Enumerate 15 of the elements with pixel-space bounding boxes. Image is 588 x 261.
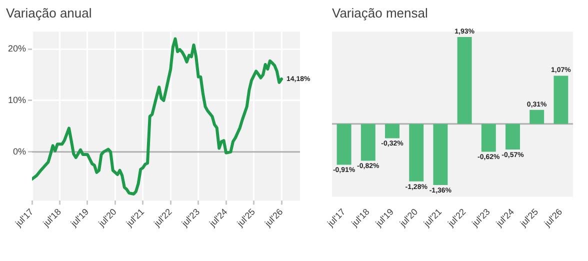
bar: [506, 124, 520, 150]
chart-title: Variação anual: [6, 5, 92, 20]
bar: [360, 124, 376, 161]
y-tick-label: 10%: [8, 94, 26, 105]
bar: [554, 76, 568, 124]
bar: [530, 110, 544, 124]
bar: [481, 124, 496, 152]
chart-title: Variação mensal: [332, 5, 428, 20]
bar: [336, 124, 352, 165]
bar: [433, 124, 448, 186]
bar: [385, 124, 400, 138]
y-tick-label: 20%: [8, 44, 26, 54]
bar: [409, 124, 424, 182]
bar: [457, 37, 472, 124]
y-tick-label: 0%: [13, 146, 26, 156]
